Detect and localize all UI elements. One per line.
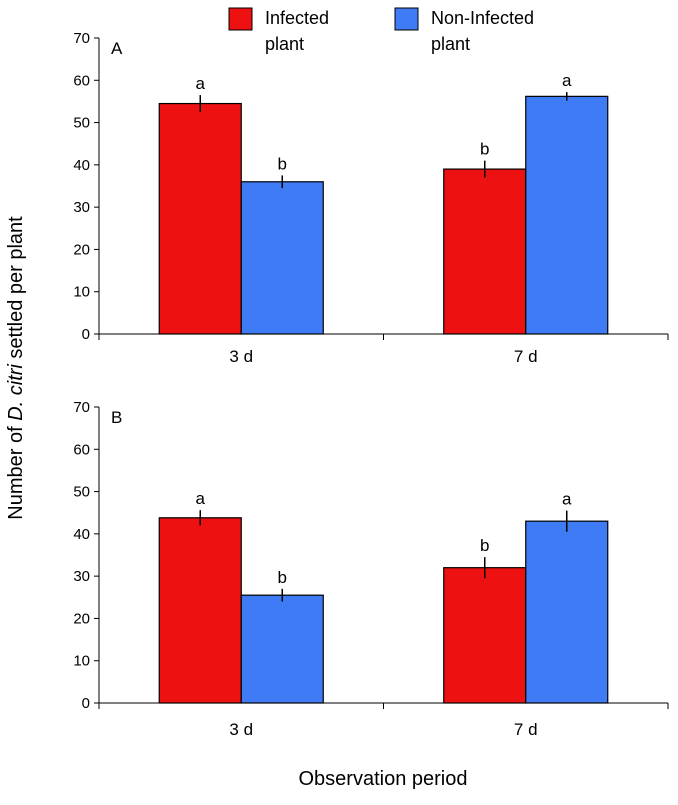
y-axis-title-species: D. citri bbox=[5, 364, 27, 421]
y-axis-title: Number of D. citri settled per plant bbox=[5, 216, 27, 520]
y-axis-title-post: settled per plant bbox=[5, 216, 27, 364]
bar bbox=[443, 567, 527, 704]
legend-label-infected-line1: Infected bbox=[265, 8, 329, 28]
bar bbox=[158, 517, 242, 704]
legend-swatch-infected bbox=[228, 7, 253, 31]
panel-letter: A bbox=[111, 39, 123, 58]
significance-letter: b bbox=[480, 140, 489, 159]
y-tick-label: 70 bbox=[73, 399, 90, 416]
y-tick-label: 40 bbox=[73, 526, 90, 543]
y-tick-label: 20 bbox=[73, 610, 90, 627]
panel-b: 0 10 20 30 40 50 60 70 B 3 d a b 7 d b a bbox=[73, 399, 669, 739]
y-tick-label: 20 bbox=[73, 241, 90, 258]
legend-label-noninfected-line2: plant bbox=[431, 34, 470, 54]
bar bbox=[240, 594, 324, 704]
panel-letter: B bbox=[111, 408, 122, 427]
y-axis-title-pre: Number of bbox=[5, 421, 27, 520]
y-tick-label: 30 bbox=[73, 199, 90, 216]
significance-letter: a bbox=[196, 74, 206, 93]
significance-letter: b bbox=[278, 154, 287, 173]
bar bbox=[443, 168, 527, 335]
y-tick-label: 60 bbox=[73, 72, 90, 89]
y-tick-label: 50 bbox=[73, 115, 90, 132]
category-label: 7 d bbox=[514, 720, 538, 739]
y-tick-label: 70 bbox=[73, 30, 90, 47]
legend: Infected plant Non-Infected plant bbox=[228, 7, 534, 54]
bar bbox=[240, 181, 324, 335]
y-tick-label: 60 bbox=[73, 441, 90, 458]
y-tick-label: 0 bbox=[82, 695, 90, 712]
legend-label-infected-line2: plant bbox=[265, 34, 304, 54]
y-tick-label: 40 bbox=[73, 157, 90, 174]
bar bbox=[158, 102, 242, 335]
significance-letter: a bbox=[562, 71, 572, 90]
bar bbox=[525, 520, 609, 704]
y-tick-label: 50 bbox=[73, 484, 90, 501]
y-tick-label: 30 bbox=[73, 568, 90, 585]
significance-letter: a bbox=[196, 489, 206, 508]
y-tick-label: 10 bbox=[73, 284, 90, 301]
significance-letter: b bbox=[480, 536, 489, 555]
panel-a: 0 10 20 30 40 50 60 70 A 3 d a b 7 d b a bbox=[73, 30, 669, 366]
significance-letter: b bbox=[278, 568, 287, 587]
category-label: 7 d bbox=[514, 347, 538, 366]
legend-swatch-noninfected bbox=[394, 7, 419, 31]
category-label: 3 d bbox=[229, 347, 253, 366]
legend-label-noninfected-line1: Non-Infected bbox=[431, 8, 534, 28]
bar bbox=[525, 95, 609, 335]
y-tick-label: 10 bbox=[73, 653, 90, 670]
y-tick-label: 0 bbox=[82, 326, 90, 343]
x-axis-title: Observation period bbox=[299, 768, 468, 790]
category-label: 3 d bbox=[229, 720, 253, 739]
significance-letter: a bbox=[562, 490, 572, 509]
